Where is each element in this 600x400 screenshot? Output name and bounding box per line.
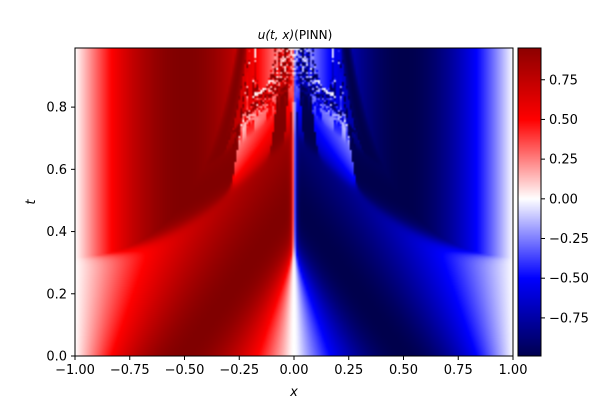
y-tick-label: 0.8	[46, 101, 67, 116]
chart-title-suffix: (PINN)	[294, 28, 332, 42]
x-tick-label: 1.00	[499, 363, 528, 378]
chart-title: u(t, x)(PINN)	[258, 28, 333, 42]
x-tick-label: −0.50	[165, 363, 205, 378]
y-tick-label: 0.2	[46, 287, 67, 302]
heatmap-image	[75, 48, 513, 356]
colorbar-gradient	[518, 48, 541, 356]
x-tick-label: 0.75	[444, 363, 473, 378]
colorbar-tick-label: 0.50	[549, 113, 578, 128]
y-tick-label: 0.4	[46, 225, 67, 240]
x-tick-label: 0.25	[334, 363, 363, 378]
colorbar: 0.75 0.50 0.25 0.00 −0.25 −0.50 −0.75	[517, 47, 589, 357]
heatmap-area	[74, 47, 514, 357]
x-tick-label: 0.00	[280, 363, 309, 378]
colorbar-tick-label: 0.00	[549, 192, 578, 207]
x-tick-label: −0.25	[219, 363, 259, 378]
x-axis-label: x	[289, 385, 298, 400]
colorbar-tick-label: −0.75	[549, 311, 589, 326]
x-tick-label: −0.75	[110, 363, 150, 378]
colorbar-frame	[517, 47, 542, 357]
colorbar-ticks: 0.75 0.50 0.25 0.00 −0.25 −0.50 −0.75	[541, 73, 589, 326]
y-tick-label: 0.6	[46, 163, 67, 178]
x-axis: −1.00 −0.75 −0.50 −0.25 0.00 0.25 0.50 0.75 1.00	[55, 356, 527, 378]
y-tick-label: 0.0	[46, 350, 67, 365]
y-axis: 0.0 0.2 0.4 0.6 0.8	[46, 101, 75, 365]
y-axis-label: t	[24, 199, 39, 205]
colorbar-tick-label: −0.50	[549, 272, 589, 287]
colorbar-tick-label: −0.25	[549, 232, 589, 247]
chart-title-math: u(t, x)	[258, 28, 294, 42]
colorbar-tick-label: 0.25	[549, 153, 578, 168]
x-tick-label: −1.00	[55, 363, 95, 378]
x-tick-label: 0.50	[389, 363, 418, 378]
colorbar-tick-label: 0.75	[549, 73, 578, 88]
